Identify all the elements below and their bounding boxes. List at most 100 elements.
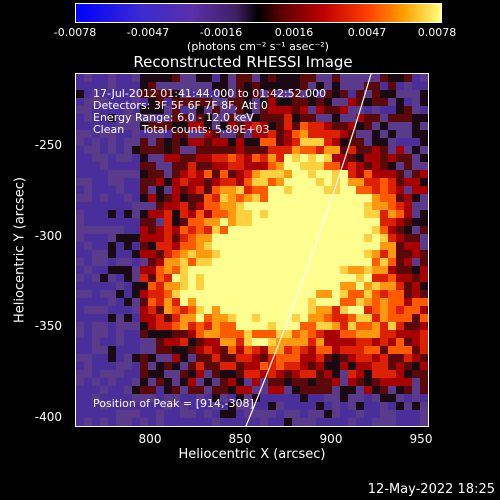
heatmap-cell — [340, 146, 348, 154]
heatmap-cell — [84, 410, 92, 418]
heatmap-cell — [76, 338, 84, 346]
heatmap-cell — [412, 210, 420, 218]
heatmap-cell — [188, 138, 196, 146]
heatmap-cell — [196, 402, 204, 410]
heatmap-cell — [172, 130, 180, 138]
heatmap-cell — [148, 122, 156, 130]
heatmap-cell — [396, 338, 404, 346]
heatmap-cell — [308, 82, 316, 90]
heatmap-cell — [108, 194, 116, 202]
heatmap-cell — [180, 410, 188, 418]
heatmap-cell — [124, 226, 132, 234]
heatmap-cell — [380, 154, 388, 162]
heatmap-cell — [116, 402, 124, 410]
heatmap-cell — [156, 82, 164, 90]
heatmap-cell — [188, 298, 196, 306]
heatmap-cell — [372, 306, 380, 314]
heatmap-cell — [372, 162, 380, 170]
heatmap-cell — [268, 154, 276, 162]
heatmap-cell — [252, 122, 260, 130]
heatmap-cell — [412, 162, 420, 170]
heatmap-cell — [108, 418, 116, 426]
heatmap-cell — [364, 386, 372, 394]
heatmap-cell — [340, 370, 348, 378]
heatmap-cell — [396, 186, 404, 194]
heatmap-cell — [236, 234, 244, 242]
heatmap-cell — [332, 306, 340, 314]
heatmap-cell — [172, 346, 180, 354]
heatmap-cell — [164, 114, 172, 122]
heatmap-cell — [132, 370, 140, 378]
heatmap-cell — [340, 274, 348, 282]
heatmap-cell — [108, 122, 116, 130]
heatmap-cell — [180, 162, 188, 170]
heatmap-cell — [252, 146, 260, 154]
heatmap-cell — [132, 74, 140, 82]
heatmap-cell — [212, 154, 220, 162]
heatmap-cell — [212, 130, 220, 138]
heatmap-cell — [372, 314, 380, 322]
heatmap-cell — [332, 418, 340, 426]
heatmap-cell — [100, 186, 108, 194]
heatmap-cell — [268, 74, 276, 82]
heatmap-cell — [188, 418, 196, 426]
heatmap-cell — [356, 330, 364, 338]
heatmap-cell — [420, 74, 428, 82]
heatmap-cell — [276, 250, 284, 258]
heatmap-cell — [276, 194, 284, 202]
heatmap-cell — [340, 250, 348, 258]
heatmap-cell — [340, 138, 348, 146]
heatmap-cell — [204, 146, 212, 154]
heatmap-cell — [228, 138, 236, 146]
heatmap-cell — [140, 418, 148, 426]
heatmap-cell — [204, 338, 212, 346]
heatmap-cell — [276, 290, 284, 298]
heatmap-cell — [148, 154, 156, 162]
heatmap-cell — [260, 106, 268, 114]
heatmap-cell — [172, 266, 180, 274]
heatmap-cell — [340, 210, 348, 218]
heatmap-cell — [364, 418, 372, 426]
heatmap-cell — [196, 106, 204, 114]
heatmap-cell — [156, 114, 164, 122]
heatmap-cell — [84, 266, 92, 274]
heatmap-cell — [420, 274, 428, 282]
heatmap-cell — [156, 378, 164, 386]
heatmap-cell — [116, 370, 124, 378]
heatmap-cell — [188, 234, 196, 242]
heatmap-cell — [220, 370, 228, 378]
heatmap-cell — [132, 346, 140, 354]
heatmap-cell — [404, 178, 412, 186]
heatmap-cell — [164, 298, 172, 306]
heatmap-cell — [364, 298, 372, 306]
heatmap-cell — [204, 74, 212, 82]
heatmap-cell — [84, 402, 92, 410]
heatmap-cell — [244, 210, 252, 218]
x-tick-label: 800 — [138, 432, 162, 446]
heatmap-cell — [180, 418, 188, 426]
heatmap-cell — [284, 74, 292, 82]
heatmap-cell — [332, 354, 340, 362]
heatmap-cell — [132, 306, 140, 314]
heatmap-cell — [124, 130, 132, 138]
heatmap-cell — [228, 242, 236, 250]
heatmap-cell — [108, 130, 116, 138]
heatmap-cell — [220, 162, 228, 170]
heatmap-cell — [260, 306, 268, 314]
heatmap-cell — [180, 210, 188, 218]
heatmap-cell — [212, 162, 220, 170]
heatmap-cell — [404, 354, 412, 362]
heatmap-cell — [316, 130, 324, 138]
heatmap-cell — [140, 378, 148, 386]
heatmap-cell — [268, 186, 276, 194]
heatmap-cell — [276, 410, 284, 418]
heatmap-cell — [300, 290, 308, 298]
heatmap-cell — [356, 322, 364, 330]
heatmap-cell — [340, 162, 348, 170]
heatmap-cell — [356, 242, 364, 250]
heatmap-cell — [388, 306, 396, 314]
heatmap-cell — [380, 266, 388, 274]
heatmap-cell — [316, 330, 324, 338]
heatmap-cell — [156, 258, 164, 266]
heatmap-cell — [340, 282, 348, 290]
